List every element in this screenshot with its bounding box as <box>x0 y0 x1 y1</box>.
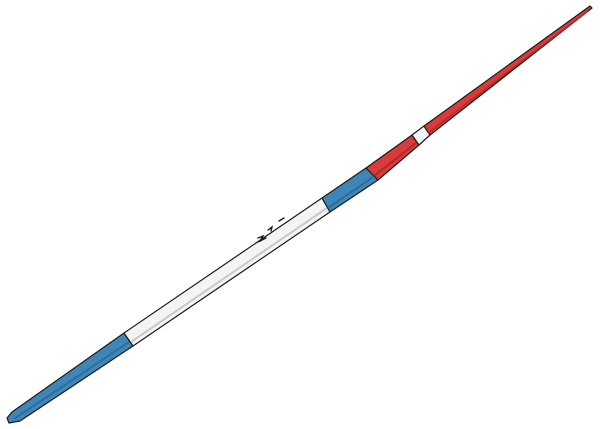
shaft-markings <box>257 217 285 243</box>
marking-2 <box>267 225 274 232</box>
tip-shadow <box>427 10 589 134</box>
javelin-tip-red <box>423 5 593 136</box>
head-shadow <box>373 142 417 177</box>
marking-3 <box>278 217 285 222</box>
javelin <box>6 5 593 424</box>
tail-shadow <box>13 341 130 420</box>
grip-shadow <box>327 176 374 209</box>
marking-1 <box>257 234 267 243</box>
shaft-shadow <box>130 207 328 343</box>
